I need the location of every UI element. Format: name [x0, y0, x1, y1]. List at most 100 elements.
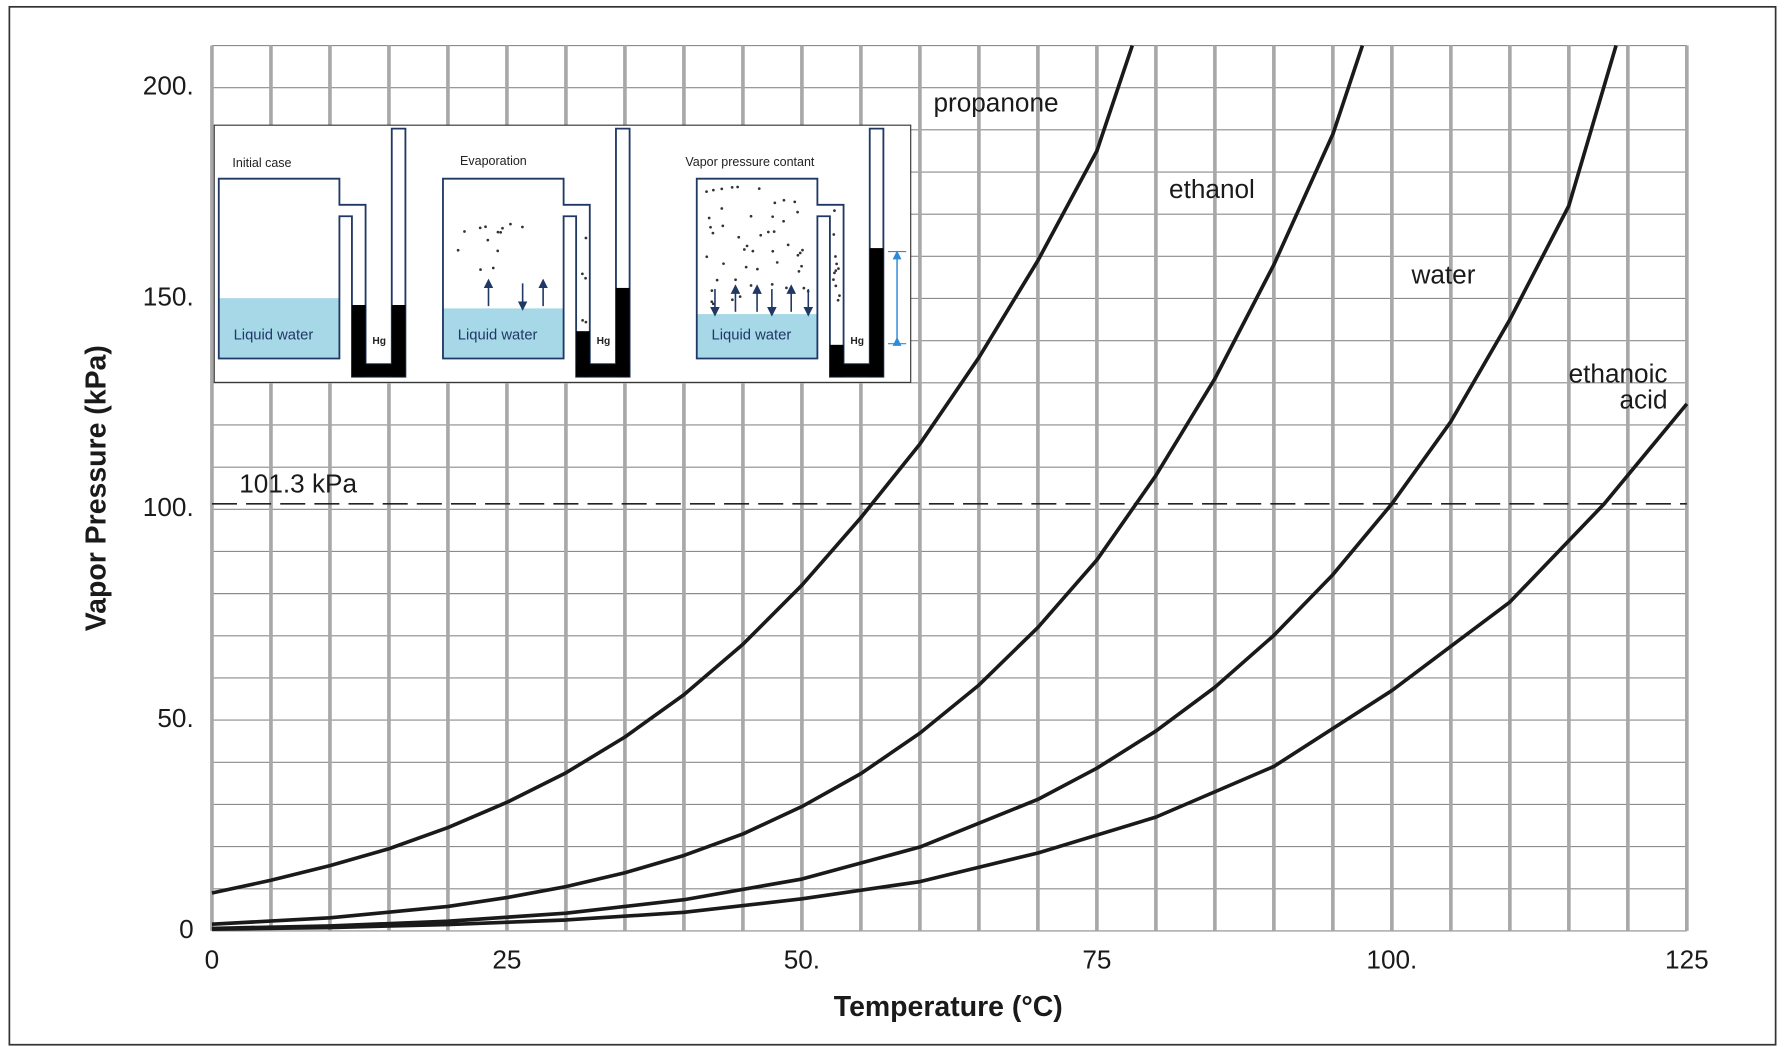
- molecule: [710, 300, 714, 304]
- molecule: [785, 286, 788, 290]
- molecule: [705, 190, 708, 194]
- series-label: ethanoic acid: [1569, 358, 1668, 414]
- molecule: [759, 233, 763, 237]
- molecule: [720, 207, 724, 210]
- series-line: [211, 44, 1135, 895]
- liquid-label: Liquid water: [234, 328, 314, 344]
- molecule: [745, 244, 749, 248]
- molecule: [836, 298, 840, 302]
- molecule: [766, 230, 770, 234]
- molecule: [731, 298, 734, 302]
- molecule: [581, 318, 584, 322]
- x-tick-label: 25: [492, 945, 521, 975]
- molecule: [478, 226, 482, 230]
- molecule: [771, 215, 775, 219]
- hg-label: Hg: [372, 336, 386, 347]
- molecule: [832, 233, 836, 236]
- grid: [210, 44, 1689, 932]
- panel-title: Vapor pressure contant: [685, 155, 815, 169]
- x-tick-label: 0: [205, 945, 220, 975]
- y-tick-label: 150.: [143, 281, 194, 311]
- liquid: [218, 298, 340, 359]
- series-label: water: [1410, 259, 1475, 289]
- molecule: [798, 251, 802, 255]
- liquid: [696, 314, 818, 359]
- molecule: [712, 188, 715, 192]
- molecule: [797, 270, 801, 273]
- molecule: [832, 278, 835, 281]
- molecule: [730, 185, 734, 189]
- molecule: [782, 219, 785, 223]
- liquid-label: Liquid water: [712, 328, 792, 344]
- molecule: [756, 267, 759, 271]
- molecule: [721, 224, 725, 228]
- molecule: [773, 201, 777, 205]
- molecule: [711, 302, 715, 306]
- molecule: [833, 271, 836, 275]
- hg-label: Hg: [597, 336, 611, 347]
- molecule: [484, 225, 487, 229]
- y-axis-title: Vapor Pressure (kPa): [81, 345, 113, 631]
- molecule: [581, 272, 584, 276]
- reference-label: 101.3 kPa: [239, 469, 357, 499]
- molecule: [715, 278, 719, 282]
- molecule: [833, 209, 836, 213]
- molecule: [722, 262, 725, 266]
- liquid-label: Liquid water: [458, 328, 538, 344]
- molecule: [479, 268, 482, 271]
- molecule: [710, 289, 714, 293]
- molecule: [772, 230, 776, 233]
- molecule: [749, 284, 753, 287]
- y-tick-label: 100.: [143, 492, 194, 522]
- molecule: [456, 248, 460, 252]
- molecule: [709, 225, 712, 229]
- molecule: [738, 295, 742, 298]
- molecule: [734, 278, 737, 282]
- liquid: [442, 308, 564, 359]
- x-tick-label: 100.: [1366, 945, 1417, 975]
- y-tick-label: 200.: [143, 71, 194, 101]
- mercury: [391, 304, 406, 377]
- molecule: [496, 230, 500, 234]
- x-axis-title: Temperature (°C): [834, 991, 1063, 1023]
- molecule: [782, 198, 786, 202]
- molecule: [835, 262, 838, 266]
- molecule: [499, 231, 503, 234]
- series-line: [211, 44, 1365, 927]
- molecule: [757, 187, 761, 190]
- molecule: [796, 253, 800, 257]
- molecule: [793, 200, 797, 204]
- mercury: [869, 248, 884, 377]
- molecule: [584, 320, 588, 324]
- molecule: [834, 269, 838, 272]
- series-label: ethanol: [1169, 174, 1255, 204]
- molecule: [834, 284, 838, 288]
- molecule: [744, 265, 748, 269]
- molecule: [837, 267, 840, 270]
- molecule: [749, 214, 753, 218]
- molecule: [751, 249, 755, 253]
- molecule: [802, 286, 806, 290]
- molecule: [486, 238, 490, 242]
- y-tick-label: 50.: [157, 703, 193, 733]
- molecule: [736, 185, 739, 189]
- x-tick-label: 75: [1082, 945, 1111, 975]
- molecule: [742, 248, 746, 251]
- series-line: [211, 45, 1618, 931]
- molecule: [771, 249, 775, 253]
- molecule: [800, 264, 803, 268]
- molecule: [834, 255, 837, 258]
- molecule: [491, 266, 495, 270]
- molecule: [801, 248, 804, 252]
- molecule: [838, 294, 841, 298]
- series-label: propanone: [933, 88, 1058, 118]
- curves: [211, 44, 1689, 932]
- molecule: [705, 255, 709, 259]
- molecule: [501, 226, 504, 230]
- mercury: [615, 287, 630, 377]
- panel-title: Evaporation: [460, 154, 527, 168]
- molecule: [786, 243, 790, 247]
- labels: 0 50. 100. 150. 200. 0 25 50. 75 100. 125 101.3 kPa…: [143, 71, 1709, 975]
- molecule: [463, 230, 466, 233]
